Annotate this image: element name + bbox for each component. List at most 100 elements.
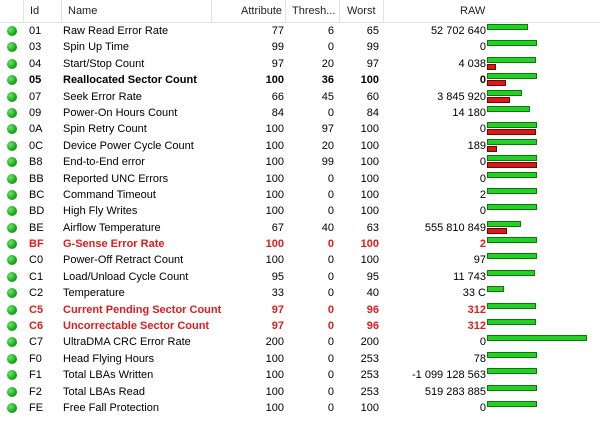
cell-threshold: 0 [327, 270, 334, 283]
status-ok-icon [7, 91, 17, 102]
normalized-value-bar [487, 400, 537, 407]
cell-worst: 253 [360, 369, 379, 382]
column-header-name[interactable]: Name [62, 0, 212, 22]
cell-name: Reallocated Sector Count [63, 74, 197, 87]
attribute-rows: 01 Raw Read Error Rate 77 6 65 52 702 640 03 Sp… [0, 23, 600, 416]
normalized-value-bar [487, 24, 528, 30]
column-header-raw[interactable]: RAW [460, 5, 486, 17]
threshold-bar [487, 63, 496, 70]
status-ok-icon [7, 42, 17, 53]
table-row[interactable]: 03 Spin Up Time 99 0 99 0 [0, 39, 600, 55]
cell-attribute: 66 [271, 90, 284, 103]
cell-raw: 0 [479, 336, 486, 349]
cell-attribute: 95 [271, 270, 284, 283]
cell-attribute: 100 [265, 139, 284, 152]
column-header-status[interactable] [0, 0, 24, 22]
cell-name: Command Timeout [63, 188, 156, 201]
cell-threshold: 0 [327, 320, 334, 333]
status-ok-icon [7, 222, 17, 233]
status-ok-icon [7, 239, 17, 250]
cell-raw: 0 [479, 74, 486, 87]
cell-id: 0C [29, 139, 44, 152]
cell-name: Start/Stop Count [63, 57, 145, 70]
table-row[interactable]: 0C Device Power Cycle Count 100 20 100 189 [0, 138, 600, 154]
status-ok-icon [7, 75, 17, 86]
table-row[interactable]: 0A Spin Retry Count 100 97 100 0 [0, 121, 600, 137]
cell-id: C5 [29, 303, 44, 316]
cell-attribute: 33 [271, 287, 284, 300]
cell-id: F2 [29, 385, 42, 398]
table-row[interactable]: F1 Total LBAs Written 100 0 253 -1 099 128 56… [0, 367, 600, 383]
cell-id: 07 [29, 90, 42, 103]
status-ok-icon [7, 173, 17, 184]
status-ok-icon [7, 255, 17, 266]
cell-worst: 65 [366, 25, 379, 37]
cell-threshold: 40 [321, 221, 334, 234]
cell-id: 0A [29, 123, 43, 136]
threshold-bar [487, 80, 506, 87]
cell-id: 01 [29, 25, 42, 37]
cell-worst: 97 [366, 57, 379, 70]
table-row[interactable]: 05 Reallocated Sector Count 100 36 100 0 [0, 72, 600, 88]
column-header-worst[interactable]: Worst [340, 0, 384, 22]
table-row[interactable]: 01 Raw Read Error Rate 77 6 65 52 702 640 [0, 23, 600, 39]
cell-id: BF [29, 238, 44, 251]
table-row[interactable]: C5 Current Pending Sector Count 97 0 96 312 [0, 302, 600, 318]
cell-name: Current Pending Sector Count [63, 303, 222, 316]
cell-worst: 40 [366, 287, 379, 300]
cell-raw: 2 [479, 188, 486, 201]
normalized-value-bar [487, 73, 537, 80]
table-row[interactable]: BC Command Timeout 100 0 100 2 [0, 187, 600, 203]
cell-attribute: 100 [265, 123, 284, 136]
cell-threshold: 0 [327, 106, 334, 119]
cell-raw: 312 [467, 320, 486, 333]
status-ok-icon [7, 189, 17, 200]
cell-id: FE [29, 401, 44, 414]
normalized-value-bar [487, 286, 504, 293]
table-row[interactable]: FE Free Fall Protection 100 0 100 0 [0, 400, 600, 416]
cell-threshold: 45 [321, 90, 334, 103]
cell-threshold: 0 [327, 205, 334, 218]
table-header: Id Name Attribute Thresh... Worst RAW [0, 0, 600, 23]
table-row[interactable]: 04 Start/Stop Count 97 20 97 4 038 [0, 56, 600, 72]
cell-id: C0 [29, 254, 44, 267]
normalized-value-bar [487, 122, 537, 129]
cell-worst: 100 [360, 401, 379, 414]
table-row[interactable]: C2 Temperature 33 0 40 33 C [0, 285, 600, 301]
cell-worst: 100 [360, 172, 379, 185]
normalized-value-bar [487, 171, 537, 178]
cell-worst: 100 [360, 254, 379, 267]
table-row[interactable]: 07 Seek Error Rate 66 45 60 3 845 920 [0, 89, 600, 105]
table-row[interactable]: BF G-Sense Error Rate 100 0 100 2 [0, 236, 600, 252]
threshold-bar [487, 145, 497, 152]
cell-threshold: 0 [327, 287, 334, 300]
column-header-id[interactable]: Id [24, 0, 62, 22]
table-row[interactable]: C1 Load/Unload Cycle Count 95 0 95 11 743 [0, 269, 600, 285]
cell-threshold: 20 [321, 139, 334, 152]
column-header-attribute[interactable]: Attribute [212, 0, 286, 22]
cell-worst: 100 [360, 238, 379, 251]
normalized-value-bar [487, 187, 537, 194]
table-row[interactable]: C0 Power-Off Retract Count 100 0 100 97 [0, 252, 600, 268]
table-row[interactable]: F2 Total LBAs Read 100 0 253 519 283 885 [0, 384, 600, 400]
cell-threshold: 6 [327, 25, 334, 37]
table-row[interactable]: BD High Fly Writes 100 0 100 0 [0, 203, 600, 219]
table-row[interactable]: F0 Head Flying Hours 100 0 253 78 [0, 351, 600, 367]
table-row[interactable]: BB Reported UNC Errors 100 0 100 0 [0, 171, 600, 187]
table-row[interactable]: C7 UltraDMA CRC Error Rate 200 0 200 0 [0, 334, 600, 350]
column-header-threshold[interactable]: Thresh... [286, 0, 340, 22]
table-row[interactable]: B8 End-to-End error 100 99 100 0 [0, 154, 600, 170]
normalized-value-bar [487, 384, 537, 391]
status-ok-icon [7, 304, 17, 315]
cell-threshold: 0 [327, 369, 334, 382]
cell-id: 03 [29, 41, 42, 54]
table-row[interactable]: 09 Power-On Hours Count 84 0 84 14 180 [0, 105, 600, 121]
normalized-value-bar [487, 204, 537, 211]
table-row[interactable]: C6 Uncorrectable Sector Count 97 0 96 312 [0, 318, 600, 334]
cell-attribute: 100 [265, 188, 284, 201]
cell-attribute: 100 [265, 254, 284, 267]
table-row[interactable]: BE Airflow Temperature 67 40 63 555 810 849 [0, 220, 600, 236]
normalized-value-bar [487, 335, 587, 342]
cell-raw: 11 743 [453, 270, 486, 283]
cell-threshold: 0 [327, 172, 334, 185]
